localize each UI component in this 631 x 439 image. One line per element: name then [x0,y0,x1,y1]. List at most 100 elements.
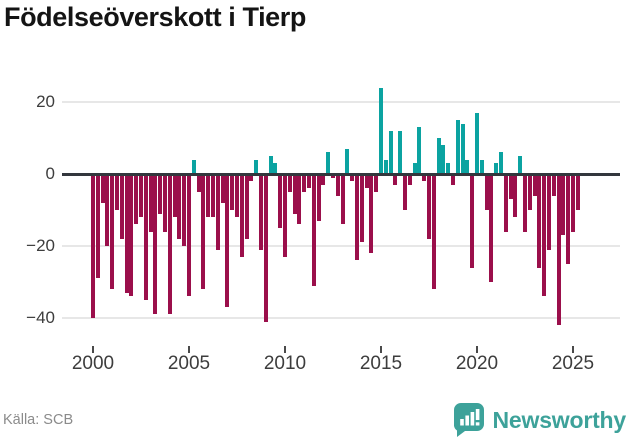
bar [537,174,542,268]
bar [571,174,575,232]
newsworthy-logo[interactable]: Newsworthy [453,402,627,438]
chart-title: Födelseöverskott i Tierp [4,2,306,32]
bar [364,174,369,189]
bar [451,174,455,185]
bar [283,174,287,257]
bar [393,174,398,185]
bar [523,174,527,232]
bar [143,174,148,300]
bar [431,174,436,290]
bar [307,174,311,189]
source-text: Källa: SCB [3,412,74,428]
x-axis-label: 2000 [71,353,115,374]
bar [489,174,494,282]
gridline [62,317,620,319]
bar [335,174,340,196]
x-axis-label: 2020 [455,353,499,374]
bar [484,174,489,210]
bar [225,174,230,308]
bar [287,174,292,192]
bar [311,174,316,286]
bar [115,174,119,210]
bar [278,174,283,228]
bar [417,127,422,174]
bar [465,159,470,174]
bar [388,130,393,174]
bar [249,174,254,182]
bar [110,174,115,290]
bar [441,145,446,174]
bar [321,174,326,185]
bar [331,174,335,178]
bar [230,174,235,210]
bar [302,174,307,192]
bar [91,174,95,318]
bar [215,174,220,250]
bar [235,174,239,218]
bar [148,174,153,232]
bar [177,174,182,239]
x-axis-label: 2025 [551,353,595,374]
bar [163,174,167,232]
x-axis-label: 2005 [167,353,211,374]
bar [547,174,551,250]
bar [475,112,479,174]
bar [359,174,364,243]
gridline [62,245,620,247]
bar [527,174,532,210]
bar [518,156,523,174]
x-axis-tick [476,346,478,353]
bar [575,174,580,210]
bar [196,174,201,192]
bar [403,174,407,210]
bar [244,174,249,239]
bar [119,174,124,239]
bar [494,163,499,174]
bar [239,174,244,257]
bar [191,159,196,174]
y-axis-label: 20 [36,92,55,111]
x-axis-tick [380,346,382,353]
x-axis-tick [92,346,94,353]
bar [556,174,561,326]
bar [316,174,321,221]
bar [542,174,547,297]
bar [446,163,451,174]
bar [398,130,403,174]
x-axis-tick [572,346,574,353]
bar [513,174,518,218]
bar [532,174,537,196]
bar [470,174,475,268]
bar [187,174,191,297]
bar [158,174,163,214]
bar [268,156,273,174]
bar [383,159,388,174]
bar [427,174,431,239]
bar [374,174,379,192]
bar [379,87,383,174]
newsworthy-wordmark: Newsworthy [492,406,627,433]
bar [369,174,374,254]
bar [124,174,129,293]
bar [172,174,177,218]
bar [551,174,556,196]
bar [340,174,345,225]
bar [201,174,206,290]
bar [95,174,100,279]
bar [153,174,158,315]
bar [273,163,278,174]
bar [345,148,350,174]
bar [292,174,297,214]
bar [479,159,484,174]
x-axis-tick [284,346,286,353]
x-axis-label: 2015 [359,353,403,374]
newsworthy-icon [453,403,484,437]
bar [220,174,225,203]
bar [499,152,503,174]
bar [412,163,417,174]
bar [129,174,134,297]
bar [508,174,513,200]
bar [297,174,302,225]
y-axis-label: −20 [26,236,55,255]
x-axis-tick [188,346,190,353]
